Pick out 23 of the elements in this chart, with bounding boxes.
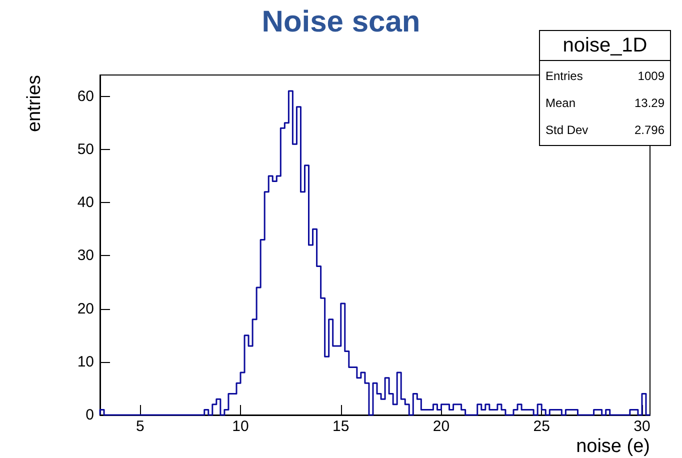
x-tick-label: 15 [332,418,350,435]
annotation: Entries [546,69,583,83]
y-tick-label: 60 [77,88,94,105]
x-tick-label: 10 [232,418,249,435]
annotation: Mean [546,96,576,110]
y-tick-label: 10 [77,353,94,370]
chart-title: Noise scan [262,6,420,38]
y-tick-label: 20 [77,300,94,318]
y-tick-label: 0 [86,406,94,424]
annotation: 2.796 [634,123,665,137]
x-tick-label: 25 [533,418,550,435]
y-axis-title: entries [24,75,45,132]
text: noise_1D [562,34,648,56]
x-tick-label: 5 [136,418,144,435]
annotation: Std Dev [546,123,588,137]
x-tick-label: 20 [432,418,450,435]
y-tick-label: 50 [77,140,94,158]
y-tick-label: 40 [77,194,94,211]
annotation: 1009 [638,69,665,83]
x-axis-title: noise (e) [576,436,650,457]
x-tick-label: 30 [634,418,650,435]
y-tick-label: 30 [77,247,94,264]
annotation: 13.29 [634,96,665,110]
